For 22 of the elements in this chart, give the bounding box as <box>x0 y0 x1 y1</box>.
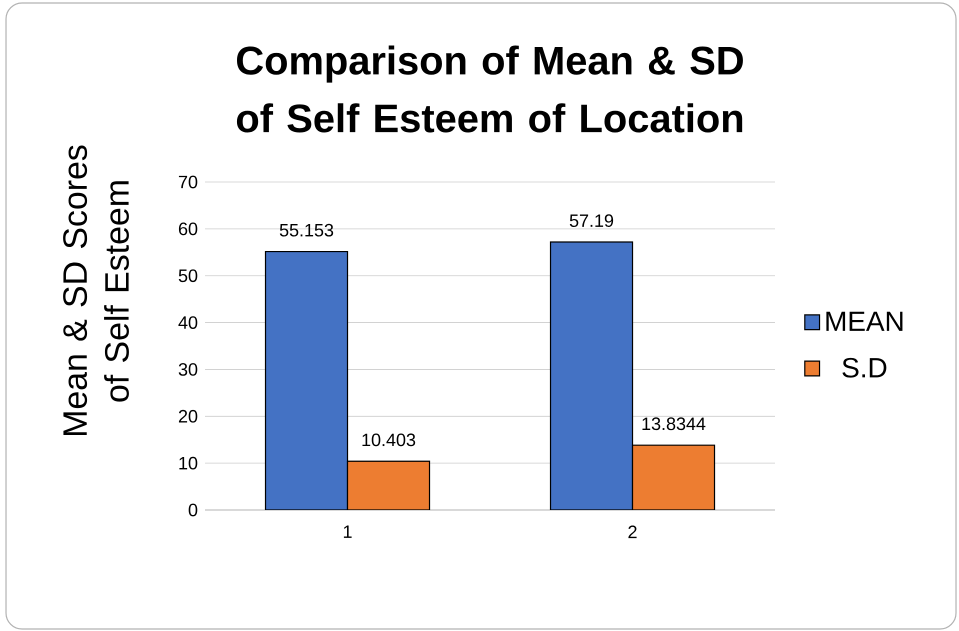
bar <box>264 250 348 510</box>
y-tick-label: 0 <box>188 504 198 516</box>
data-label: 13.8344 <box>642 417 706 430</box>
y-tick-label: 70 <box>178 176 198 188</box>
y-tick-label: 50 <box>178 269 198 282</box>
x-tick-label: 2 <box>628 526 637 538</box>
bar <box>550 241 634 510</box>
y-tick-label: 40 <box>178 316 198 329</box>
bar <box>632 444 716 510</box>
y-tick-label: 10 <box>179 456 198 470</box>
bar <box>346 460 430 510</box>
x-tick-label: 1 <box>344 526 352 538</box>
y-axis-title: Mean & SD Scores of Self Esteem <box>63 145 129 436</box>
data-label: 57.19 <box>570 214 614 228</box>
legend-label: MEAN <box>826 312 902 331</box>
data-label: 10.403 <box>362 434 416 446</box>
chart-title: Comparison of Mean & SD of Self Esteem of Location <box>236 45 743 133</box>
legend-label: S.D <box>842 358 886 378</box>
y-tick-label: 60 <box>178 222 198 236</box>
y-tick-label: 30 <box>178 363 198 376</box>
y-tick-label: 20 <box>178 410 198 423</box>
data-label: 55.153 <box>280 224 334 237</box>
